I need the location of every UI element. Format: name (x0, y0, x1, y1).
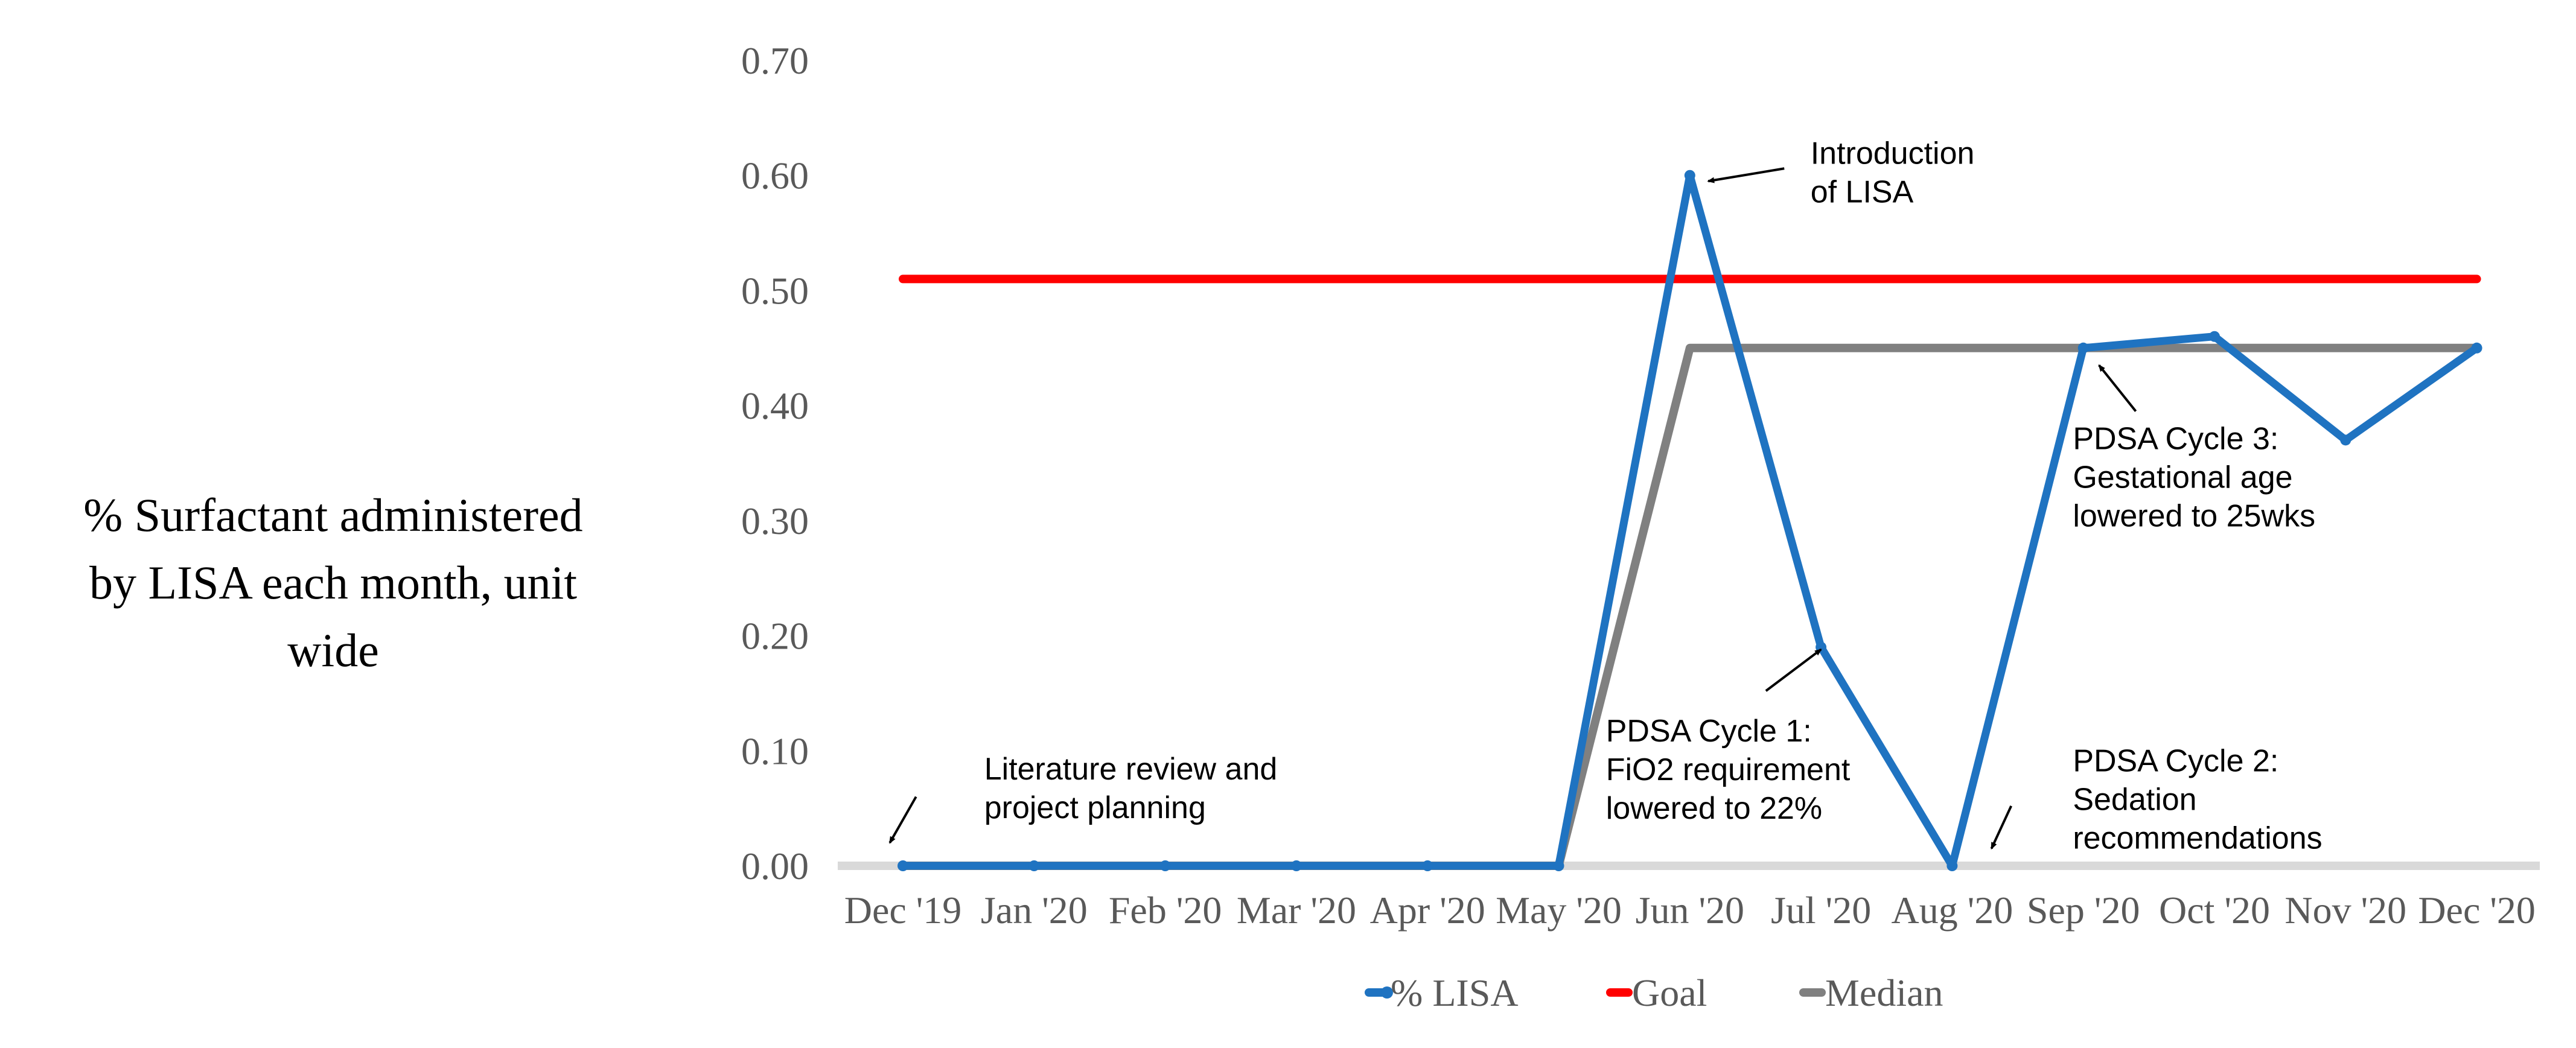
data-point-lisa (1946, 860, 1958, 871)
y-tick-label: 0.60 (741, 154, 809, 197)
annotation-text: project planning (984, 790, 1206, 825)
data-point-lisa (2077, 342, 2089, 354)
y-tick-label: 0.40 (741, 384, 809, 427)
annotation-text: of LISA (1811, 175, 1914, 210)
legend-label: Median (1825, 971, 1943, 1014)
x-tick-label: Jul '20 (1771, 889, 1871, 932)
legend-label: % LISA (1391, 971, 1519, 1014)
series-lines (897, 170, 2482, 871)
annotation-arrow (1765, 648, 1822, 692)
data-point-lisa (2471, 342, 2482, 354)
y-tick-label: 0.10 (741, 729, 809, 772)
legend: % LISA Goal Median (1365, 971, 1943, 1014)
annotation-arrow (1990, 805, 2013, 850)
data-point-lisa (897, 860, 908, 871)
annotation-text: lowered to 22% (1606, 791, 1822, 826)
annotation-text: Gestational age (2073, 460, 2292, 495)
annotation-text: FiO2 requirement (1606, 752, 1851, 787)
x-tick-label: Mar '20 (1237, 889, 1356, 932)
y-axis-label-line: wide (287, 624, 379, 676)
data-point-lisa (1422, 860, 1433, 871)
annotation-text: lowered to 25wks (2073, 499, 2315, 534)
legend-label: Goal (1632, 971, 1707, 1014)
x-tick-label: Oct '20 (2159, 889, 2270, 932)
annotation-text: Sedation (2073, 783, 2196, 818)
x-tick-label: Jan '20 (981, 889, 1088, 932)
data-point-lisa (1553, 860, 1564, 871)
data-point-lisa (1684, 170, 1695, 181)
y-axis-label: % Surfactant administered by LISA each mo… (83, 489, 582, 676)
x-tick-label: Aug '20 (1892, 889, 2013, 932)
x-tick-label: Nov '20 (2284, 889, 2406, 932)
x-tick-label: Dec '19 (844, 889, 962, 932)
data-point-lisa (2340, 434, 2351, 446)
data-point-lisa (1290, 860, 1302, 871)
y-axis-label-line: by LISA each month, unit (89, 556, 577, 609)
annotation-text: PDSA Cycle 2: (2073, 744, 2278, 779)
x-tick-label: May '20 (1496, 889, 1622, 932)
y-axis: 0.00 0.10 0.20 0.30 0.40 0.50 0.60 0.70 (741, 39, 809, 888)
y-tick-label: 0.70 (741, 39, 809, 82)
x-tick-label: Sep '20 (2027, 889, 2140, 932)
annotation-text: PDSA Cycle 3: (2073, 422, 2278, 457)
annotation-text: Introduction (1811, 136, 1975, 171)
legend-marker-lisa (1381, 986, 1393, 999)
y-tick-label: 0.50 (741, 269, 809, 312)
x-tick-label: Dec '20 (2418, 889, 2536, 932)
y-tick-label: 0.00 (741, 845, 809, 888)
x-tick-label: Feb '20 (1109, 889, 1222, 932)
data-point-lisa (1159, 860, 1171, 871)
annotation-text: Literature review and (984, 752, 1278, 787)
data-point-lisa (2209, 331, 2220, 342)
data-point-lisa (1028, 860, 1040, 871)
annotation-arrow (1707, 167, 1785, 183)
y-axis-label-line: % Surfactant administered (83, 489, 582, 541)
x-tick-label: Apr '20 (1370, 889, 1485, 932)
y-tick-label: 0.30 (741, 500, 809, 542)
annotation-arrow (2098, 364, 2137, 412)
annotation-text: PDSA Cycle 1: (1606, 714, 1812, 749)
annotation-text: recommendations (2073, 821, 2322, 856)
x-axis: Dec '19 Jan '20 Feb '20 Mar '20 Apr '20 May '… (838, 862, 2540, 932)
y-tick-label: 0.20 (741, 615, 809, 658)
x-tick-label: Jun '20 (1636, 889, 1744, 932)
annotation-arrow (888, 796, 917, 844)
